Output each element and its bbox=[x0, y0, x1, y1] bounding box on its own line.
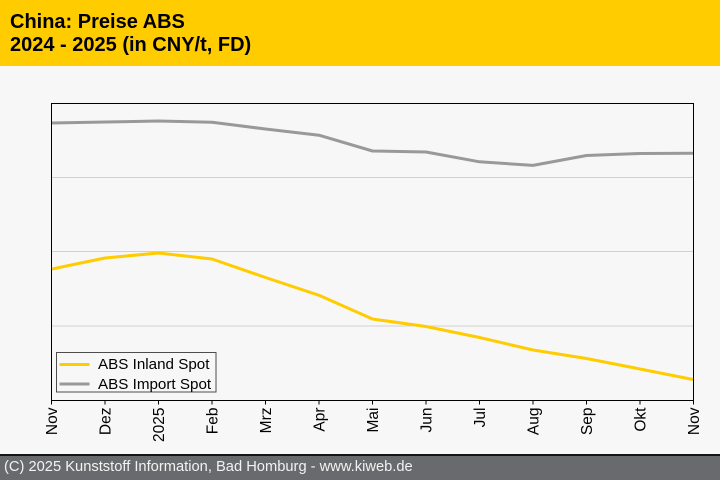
svg-text:Nov: Nov bbox=[44, 407, 61, 435]
svg-text:Apr: Apr bbox=[312, 408, 329, 432]
svg-text:Aug: Aug bbox=[526, 408, 543, 436]
svg-text:Mrz: Mrz bbox=[258, 408, 275, 434]
svg-text:Nov: Nov bbox=[686, 407, 703, 435]
svg-text:Jun: Jun bbox=[419, 408, 436, 433]
svg-text:2025: 2025 bbox=[151, 408, 168, 442]
svg-text:Dez: Dez bbox=[98, 408, 115, 436]
svg-text:ABS Import Spot: ABS Import Spot bbox=[98, 376, 212, 393]
svg-text:Jul: Jul bbox=[472, 408, 489, 428]
svg-text:Sep: Sep bbox=[579, 408, 596, 436]
svg-text:Mai: Mai bbox=[365, 408, 382, 433]
svg-text:Feb: Feb bbox=[205, 408, 222, 435]
svg-text:Okt: Okt bbox=[633, 407, 650, 432]
svg-text:ABS Inland Spot: ABS Inland Spot bbox=[98, 356, 210, 373]
